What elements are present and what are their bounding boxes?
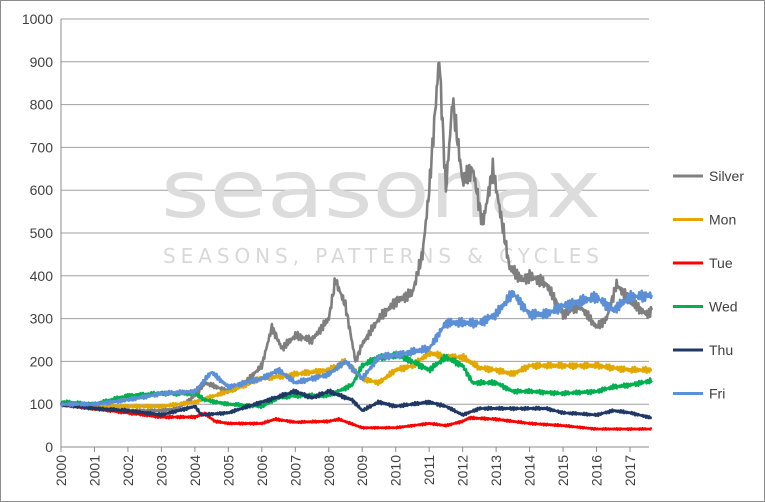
x-tick-label: 2017 — [622, 455, 638, 486]
y-tick-label: 600 — [30, 182, 54, 198]
watermark-tagline: SEASONS, PATTERNS & CYCLES — [163, 244, 599, 268]
x-tick-label: 2006 — [254, 455, 270, 486]
x-tick-label: 2001 — [86, 455, 102, 486]
x-tick-label: 2015 — [555, 455, 571, 486]
x-tick-label: 2007 — [287, 455, 303, 486]
series-line-fri — [59, 289, 654, 408]
series-lines — [59, 61, 654, 432]
legend: Silver Mon Tue Wed Thu Fri — [673, 168, 744, 402]
legend-label-silver: Silver — [709, 168, 744, 184]
legend-label-tue: Tue — [709, 255, 733, 271]
x-tick-label: 2002 — [120, 455, 136, 486]
x-tick-label: 2009 — [354, 455, 370, 486]
y-tick-label: 1000 — [22, 11, 53, 27]
watermark-logo-text: seasonax — [161, 143, 601, 236]
x-tick-label: 2008 — [321, 455, 337, 486]
x-tick-label: 2013 — [488, 455, 504, 486]
y-tick-label: 0 — [45, 439, 53, 455]
y-tick-label: 300 — [30, 311, 54, 327]
x-tick-label: 2014 — [522, 455, 538, 486]
x-tick-label: 2003 — [153, 455, 169, 486]
x-tick-label: 2005 — [220, 455, 236, 486]
x-tick-label: 2004 — [187, 455, 203, 486]
legend-label-mon: Mon — [709, 212, 736, 228]
y-tick-label: 400 — [30, 268, 54, 284]
y-axis: 0 100 200 300 400 500 600 700 800 900 1000 — [22, 11, 62, 455]
series-line-silver — [60, 61, 654, 414]
y-tick-label: 200 — [30, 353, 54, 369]
x-tick-label: 2011 — [421, 455, 437, 485]
x-tick-label: 2010 — [388, 455, 404, 486]
x-tick-label: 2000 — [53, 455, 69, 486]
legend-label-wed: Wed — [709, 299, 738, 315]
gridlines — [61, 18, 649, 448]
x-tick-label: 2016 — [589, 455, 605, 486]
x-tick-label: 2012 — [455, 455, 471, 486]
watermark-logo: seasonax SEASONS, PATTERNS & CYCLES — [161, 143, 601, 268]
x-axis: 2000 2001 2002 2003 2004 2005 2006 2007 2008 2009… — [53, 446, 649, 486]
y-tick-label: 500 — [30, 225, 54, 241]
series-line-thu — [60, 388, 653, 420]
y-tick-label: 800 — [30, 97, 54, 113]
legend-label-fri: Fri — [709, 386, 725, 402]
y-tick-label: 100 — [30, 396, 54, 412]
y-tick-label: 900 — [30, 54, 54, 70]
series-line-tue — [59, 401, 653, 432]
legend-label-thu: Thu — [709, 342, 733, 358]
y-tick-label: 700 — [30, 139, 54, 155]
